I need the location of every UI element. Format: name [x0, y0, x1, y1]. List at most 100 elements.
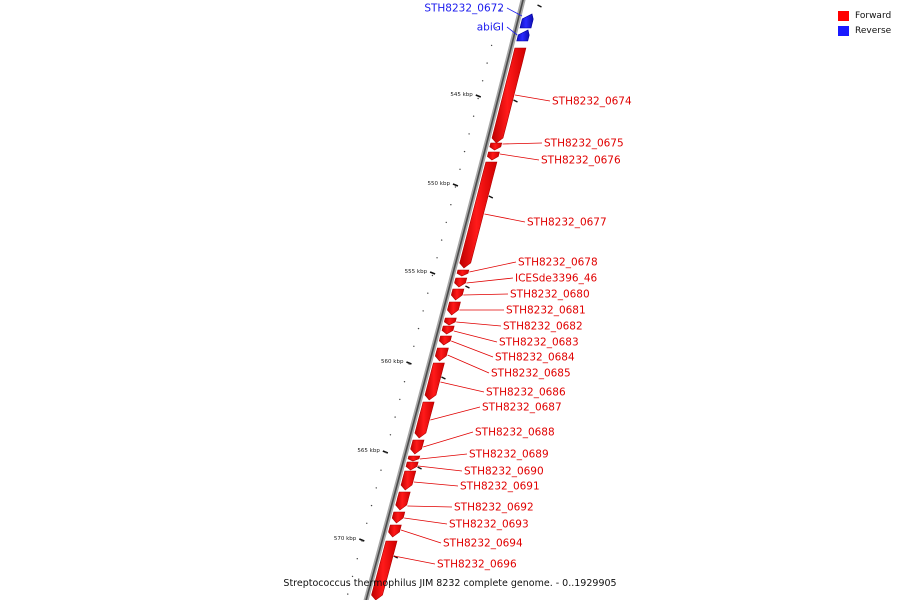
gene-label[interactable]: STH8232_0674 [552, 96, 632, 108]
gene-label-group[interactable]: STH8232_0678 [469, 257, 598, 273]
forward-gene-arrow[interactable] [491, 47, 527, 144]
gene-label-group[interactable]: STH8232_0693 [404, 517, 529, 531]
gene-label-group[interactable]: STH8232_0680 [463, 289, 590, 301]
gene-label[interactable]: STH8232_0672 [424, 3, 504, 15]
gene-label[interactable]: STH8232_0684 [495, 352, 575, 364]
gene-label-group[interactable]: STH8232_0687 [430, 402, 562, 421]
gene-label[interactable]: STH8232_0685 [491, 368, 571, 380]
gene-feature[interactable] [443, 317, 457, 326]
gene-feature[interactable] [371, 540, 398, 600]
forward-gene-arrow[interactable] [443, 317, 457, 326]
gene-label-group[interactable]: abiGI [477, 22, 518, 36]
gene-label-group[interactable]: STH8232_0691 [413, 481, 540, 493]
forward-gene-arrow[interactable] [388, 524, 402, 538]
forward-gene-arrow[interactable] [400, 470, 417, 491]
leader-line [400, 529, 442, 544]
gene-feature[interactable] [459, 161, 498, 269]
gene-label[interactable]: STH8232_0691 [460, 481, 540, 493]
gene-label[interactable]: STH8232_0689 [469, 449, 549, 461]
gene-feature[interactable] [391, 511, 406, 524]
gene-feature[interactable] [519, 13, 534, 29]
forward-gene-arrow[interactable] [371, 540, 398, 600]
forward-gene-arrow[interactable] [454, 277, 468, 288]
gene-feature[interactable] [388, 524, 402, 538]
gene-feature[interactable] [489, 142, 503, 151]
gene-label-group[interactable]: STH8232_0685 [447, 354, 571, 380]
gene-feature[interactable] [405, 461, 419, 471]
forward-gene-arrow[interactable] [441, 325, 455, 335]
gene-label-group[interactable]: STH8232_0682 [456, 321, 583, 333]
gene-label[interactable]: STH8232_0675 [544, 138, 624, 150]
gene-label[interactable]: abiGI [477, 22, 504, 34]
gene-feature[interactable] [486, 151, 500, 161]
gene-label-group[interactable]: STH8232_0688 [423, 427, 555, 448]
gene-label[interactable]: STH8232_0692 [454, 502, 534, 514]
gene-label[interactable]: STH8232_0682 [503, 321, 583, 333]
gene-label[interactable]: STH8232_0693 [449, 519, 529, 531]
forward-gene-arrow[interactable] [407, 455, 421, 462]
gene-feature[interactable] [441, 325, 455, 335]
gene-label[interactable]: STH8232_0696 [437, 559, 517, 571]
gene-feature[interactable] [456, 269, 470, 277]
minor-tick [431, 274, 434, 277]
reverse-gene-arrow[interactable] [516, 29, 530, 42]
forward-gene-arrow[interactable] [414, 401, 435, 439]
gene-label[interactable]: ICESde3396_46 [515, 273, 598, 285]
gene-label-group[interactable]: STH8232_0692 [407, 502, 534, 514]
gene-feature[interactable] [395, 491, 411, 511]
gene-feature[interactable] [424, 362, 445, 401]
gene-feature[interactable] [400, 470, 417, 491]
gene-label[interactable]: STH8232_0681 [506, 305, 586, 317]
gene-feature[interactable] [516, 29, 530, 42]
gene-label[interactable]: STH8232_0680 [510, 289, 590, 301]
gene-label-group[interactable]: STH8232_0672 [424, 3, 523, 17]
leader-line [430, 406, 481, 421]
gene-label-group[interactable]: STH8232_0696 [393, 555, 517, 571]
forward-gene-arrow[interactable] [434, 347, 449, 362]
forward-gene-arrow[interactable] [438, 335, 453, 346]
gene-label[interactable]: STH8232_0690 [464, 466, 544, 478]
forward-gene-arrow[interactable] [405, 461, 419, 471]
gene-label[interactable]: STH8232_0683 [499, 337, 579, 349]
gene-feature[interactable] [450, 288, 465, 301]
gene-feature[interactable] [438, 335, 453, 346]
gene-feature[interactable] [434, 347, 449, 362]
forward-gene-arrow[interactable] [459, 161, 498, 269]
gene-label-group[interactable]: STH8232_0677 [484, 213, 607, 229]
forward-gene-arrow[interactable] [391, 511, 406, 524]
gene-feature[interactable] [410, 439, 425, 455]
gene-label-group[interactable]: STH8232_0674 [514, 94, 632, 108]
gene-label-group[interactable]: STH8232_0675 [502, 138, 624, 150]
forward-gene-arrow[interactable] [424, 362, 445, 401]
gene-label[interactable]: STH8232_0686 [486, 387, 566, 399]
forward-gene-arrow[interactable] [447, 301, 461, 316]
gene-label-group[interactable]: STH8232_0681 [459, 305, 586, 317]
forward-gene-arrow[interactable] [489, 142, 503, 151]
gene-label[interactable]: STH8232_0688 [475, 427, 555, 439]
gene-label[interactable]: STH8232_0678 [518, 257, 598, 269]
forward-gene-arrow[interactable] [456, 269, 470, 277]
forward-gene-arrow[interactable] [486, 151, 500, 161]
gene-label-group[interactable]: ICESde3396_46 [466, 273, 598, 285]
gene-label[interactable]: STH8232_0694 [443, 538, 523, 550]
forward-gene-arrow[interactable] [410, 439, 425, 455]
gene-feature[interactable] [407, 455, 421, 462]
forward-gene-arrow[interactable] [395, 491, 411, 511]
gene-feature[interactable] [454, 277, 468, 288]
gene-feature[interactable] [414, 401, 435, 439]
gene-label[interactable]: STH8232_0687 [482, 402, 562, 414]
gene-feature[interactable] [491, 47, 527, 144]
gene-label-group[interactable]: STH8232_0690 [418, 466, 544, 478]
gene-label-group[interactable]: STH8232_0689 [419, 449, 549, 461]
gene-label[interactable]: STH8232_0677 [527, 217, 607, 229]
forward-gene-arrow[interactable] [450, 288, 465, 301]
gene-feature[interactable] [447, 301, 461, 316]
gene-label-group[interactable]: STH8232_0686 [440, 381, 566, 399]
gene-label-group[interactable]: STH8232_0676 [499, 153, 621, 167]
gene-label[interactable]: STH8232_0676 [541, 155, 621, 167]
gene-label-group[interactable]: STH8232_0683 [453, 330, 579, 349]
reverse-gene-arrow[interactable] [519, 13, 534, 29]
gene-label-group[interactable]: STH8232_0684 [451, 340, 575, 364]
gene-label-group[interactable]: STH8232_0694 [400, 529, 523, 550]
track-tick [513, 99, 518, 103]
